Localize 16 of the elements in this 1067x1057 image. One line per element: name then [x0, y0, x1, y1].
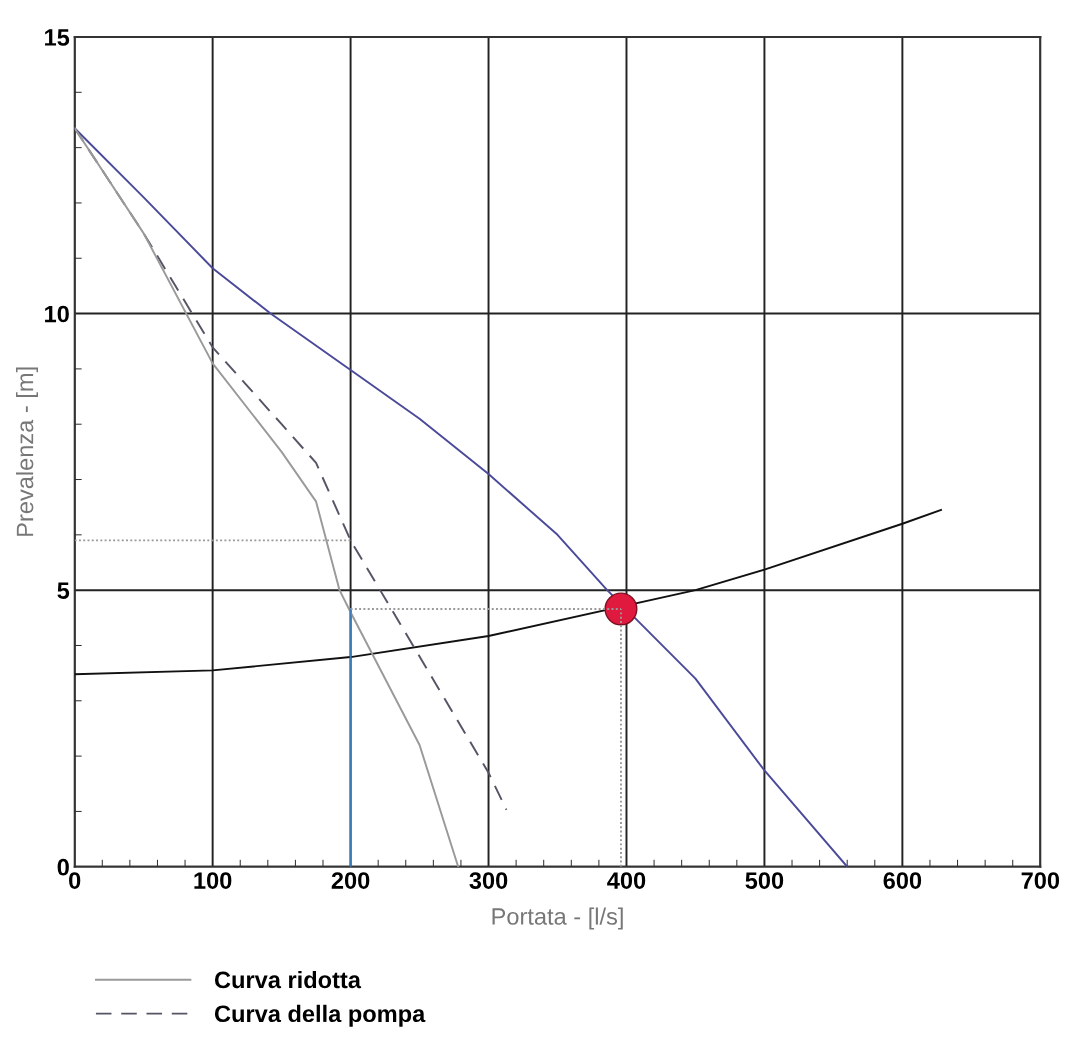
- x-tick-label: 100: [194, 872, 232, 889]
- legend-label: Curva della pompa: [214, 1004, 426, 1027]
- y-tick-label: 5: [57, 582, 70, 599]
- x-axis-title: Portata - [l/s]: [492, 907, 623, 930]
- legend-label: Curva ridotta: [214, 970, 362, 989]
- x-tick-label: 300: [469, 872, 508, 889]
- x-tick-label: 500: [745, 872, 784, 889]
- x-tick-label: 700: [1021, 872, 1060, 889]
- y-axis-title: Prevalenza - [m]: [16, 367, 39, 536]
- x-tick-label: 0: [69, 872, 81, 889]
- y-tick-label: 15: [45, 29, 70, 46]
- x-tick-label: 600: [883, 872, 922, 889]
- x-tick-label: 200: [331, 872, 370, 889]
- y-tick-label: 10: [45, 305, 69, 323]
- x-tick-label: 400: [607, 872, 646, 889]
- y-tick-label: 0: [57, 858, 69, 876]
